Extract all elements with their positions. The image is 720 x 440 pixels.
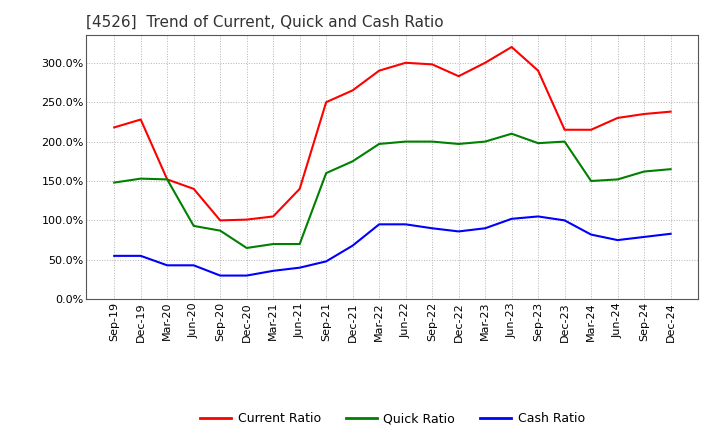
Quick Ratio xyxy=(560,139,569,144)
Current Ratio xyxy=(216,218,225,223)
Quick Ratio xyxy=(587,178,595,183)
Current Ratio xyxy=(428,62,436,67)
Current Ratio xyxy=(375,68,384,73)
Current Ratio xyxy=(110,125,119,130)
Cash Ratio xyxy=(587,232,595,237)
Current Ratio xyxy=(243,217,251,222)
Cash Ratio xyxy=(666,231,675,236)
Current Ratio xyxy=(508,44,516,50)
Cash Ratio xyxy=(560,218,569,223)
Quick Ratio xyxy=(375,141,384,147)
Cash Ratio xyxy=(613,238,622,243)
Cash Ratio xyxy=(322,259,330,264)
Cash Ratio xyxy=(508,216,516,221)
Line: Cash Ratio: Cash Ratio xyxy=(114,216,670,275)
Line: Current Ratio: Current Ratio xyxy=(114,47,670,220)
Current Ratio xyxy=(189,186,198,191)
Quick Ratio xyxy=(295,242,304,247)
Quick Ratio xyxy=(613,177,622,182)
Quick Ratio xyxy=(508,131,516,136)
Cash Ratio xyxy=(481,226,490,231)
Quick Ratio xyxy=(163,177,171,182)
Current Ratio xyxy=(163,177,171,182)
Current Ratio xyxy=(136,117,145,122)
Cash Ratio xyxy=(136,253,145,258)
Current Ratio xyxy=(295,186,304,191)
Current Ratio xyxy=(560,127,569,132)
Quick Ratio xyxy=(348,159,357,164)
Text: [4526]  Trend of Current, Quick and Cash Ratio: [4526] Trend of Current, Quick and Cash … xyxy=(86,15,444,30)
Quick Ratio xyxy=(401,139,410,144)
Current Ratio xyxy=(666,109,675,114)
Current Ratio xyxy=(322,99,330,105)
Cash Ratio xyxy=(243,273,251,278)
Quick Ratio xyxy=(189,223,198,228)
Current Ratio xyxy=(534,68,542,73)
Quick Ratio xyxy=(322,170,330,176)
Cash Ratio xyxy=(375,222,384,227)
Cash Ratio xyxy=(348,243,357,248)
Quick Ratio xyxy=(534,140,542,146)
Cash Ratio xyxy=(640,235,649,240)
Current Ratio xyxy=(587,127,595,132)
Cash Ratio xyxy=(163,263,171,268)
Cash Ratio xyxy=(269,268,277,274)
Current Ratio xyxy=(401,60,410,66)
Current Ratio xyxy=(481,60,490,66)
Current Ratio xyxy=(640,111,649,117)
Cash Ratio xyxy=(216,273,225,278)
Quick Ratio xyxy=(481,139,490,144)
Line: Quick Ratio: Quick Ratio xyxy=(114,134,670,248)
Cash Ratio xyxy=(401,222,410,227)
Cash Ratio xyxy=(295,265,304,270)
Cash Ratio xyxy=(454,229,463,234)
Current Ratio xyxy=(269,214,277,219)
Quick Ratio xyxy=(454,141,463,147)
Legend: Current Ratio, Quick Ratio, Cash Ratio: Current Ratio, Quick Ratio, Cash Ratio xyxy=(195,407,590,430)
Cash Ratio xyxy=(534,214,542,219)
Current Ratio xyxy=(613,115,622,121)
Quick Ratio xyxy=(216,228,225,233)
Cash Ratio xyxy=(428,226,436,231)
Quick Ratio xyxy=(269,242,277,247)
Quick Ratio xyxy=(428,139,436,144)
Quick Ratio xyxy=(136,176,145,181)
Quick Ratio xyxy=(640,169,649,174)
Current Ratio xyxy=(454,73,463,79)
Quick Ratio xyxy=(110,180,119,185)
Current Ratio xyxy=(348,88,357,93)
Cash Ratio xyxy=(189,263,198,268)
Cash Ratio xyxy=(110,253,119,258)
Quick Ratio xyxy=(666,166,675,172)
Quick Ratio xyxy=(243,246,251,251)
